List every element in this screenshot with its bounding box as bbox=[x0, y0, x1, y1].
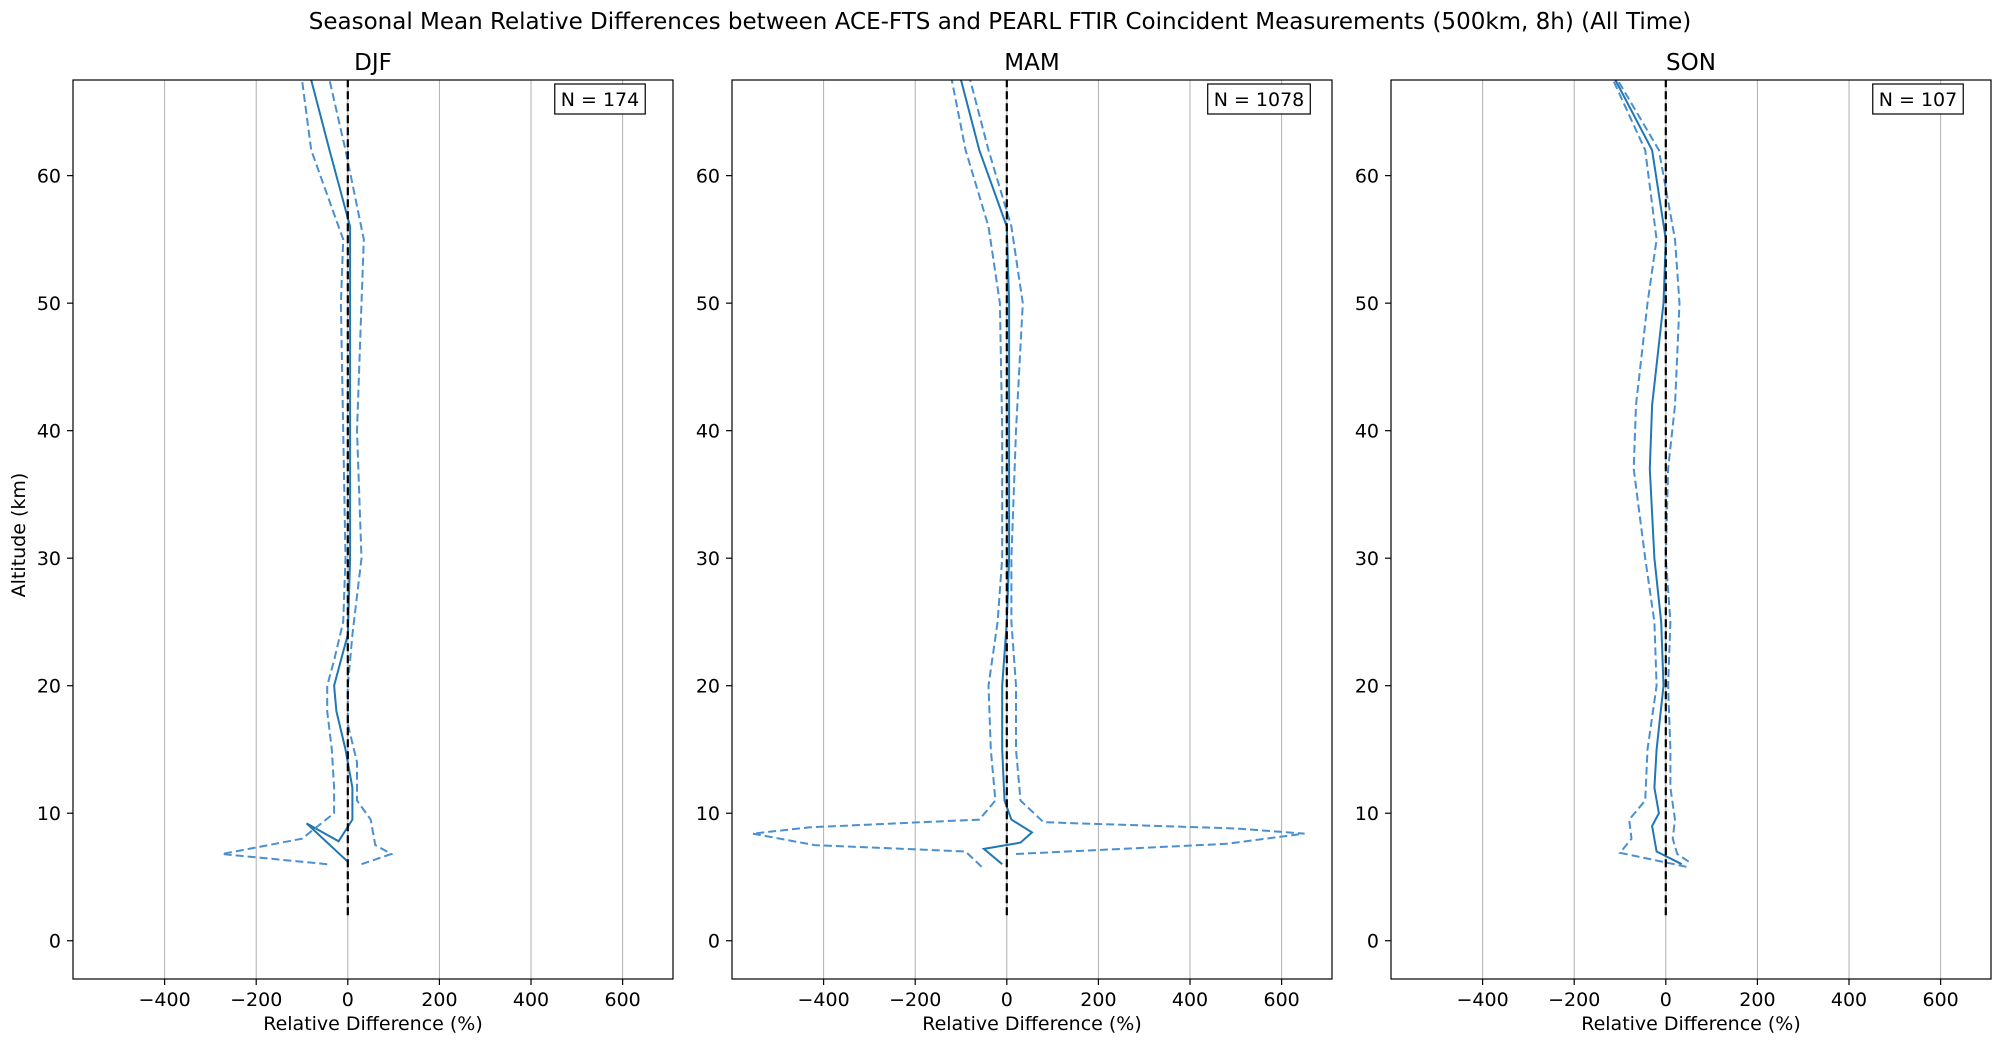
sample-count-frame bbox=[554, 83, 646, 115]
figure-title: Seasonal Mean Relative Differences betwe… bbox=[309, 9, 1691, 35]
series-line-lower bbox=[221, 79, 347, 866]
y-tick-label: 50 bbox=[696, 293, 720, 315]
x-tick-label: −400 bbox=[139, 989, 191, 1011]
x-tick-label: 200 bbox=[1080, 989, 1116, 1011]
series-line-upper bbox=[328, 79, 394, 866]
panel-title: DJF bbox=[354, 50, 392, 76]
y-tick-label: 20 bbox=[1355, 676, 1379, 698]
series-line-upper bbox=[1616, 79, 1690, 863]
y-tick-label: 20 bbox=[37, 676, 61, 698]
y-tick-label: 0 bbox=[708, 931, 720, 953]
y-tick-label: 60 bbox=[696, 166, 720, 188]
panel-title: MAM bbox=[1004, 50, 1059, 76]
sample-count-frame bbox=[1207, 83, 1311, 115]
x-tick-label: −400 bbox=[1457, 989, 1509, 1011]
y-tick-label: 10 bbox=[37, 803, 61, 825]
y-tick-label: 30 bbox=[696, 548, 720, 570]
x-tick-label: 400 bbox=[513, 989, 549, 1011]
y-tick-label: 0 bbox=[1367, 931, 1379, 953]
y-tick-label: 50 bbox=[37, 293, 61, 315]
panel-djf: −400 −200 0 200 400 600 0 10 20 30 40 50 60 DJF Relati… bbox=[37, 50, 674, 1035]
series-line-mean bbox=[960, 79, 1034, 865]
sample-count-label: N = 107 bbox=[1879, 89, 1957, 111]
y-tick-label: 60 bbox=[1355, 166, 1379, 188]
y-tick-label: 60 bbox=[37, 166, 61, 188]
y-tick-label: 20 bbox=[696, 676, 720, 698]
y-tick-label: 40 bbox=[37, 421, 61, 443]
x-axis-label: Relative Difference (%) bbox=[1581, 1013, 1801, 1035]
x-axis-label: Relative Difference (%) bbox=[263, 1013, 483, 1035]
y-tick-label: 40 bbox=[1355, 421, 1379, 443]
y-tick-label: 30 bbox=[1355, 548, 1379, 570]
x-tick-label: −200 bbox=[1548, 989, 1600, 1011]
x-tick-label: 600 bbox=[1922, 989, 1958, 1011]
x-tick-label: 200 bbox=[421, 989, 457, 1011]
x-tick-label: 400 bbox=[1831, 989, 1867, 1011]
sample-count-label: N = 1078 bbox=[1214, 89, 1305, 111]
axes-frame bbox=[72, 79, 674, 980]
sample-count-box: N = 174 bbox=[554, 83, 646, 115]
x-tick-label: 0 bbox=[1001, 989, 1013, 1011]
x-tick-label: 400 bbox=[1172, 989, 1208, 1011]
series-line-upper bbox=[969, 79, 1305, 855]
x-tick-label: 0 bbox=[342, 989, 354, 1011]
x-tick-label: −200 bbox=[889, 989, 941, 1011]
series-line-lower bbox=[752, 79, 1004, 868]
series-line-lower bbox=[1612, 79, 1687, 868]
panel-son: −400 −200 0 200 400 600 0 10 20 30 40 50 60 SON Relati… bbox=[1355, 50, 1992, 1035]
y-tick-label: 0 bbox=[49, 931, 61, 953]
x-tick-label: 600 bbox=[1263, 989, 1299, 1011]
y-axis-label: Altitude (km) bbox=[8, 473, 30, 598]
y-tick-label: 40 bbox=[696, 421, 720, 443]
sample-count-frame bbox=[1872, 83, 1964, 115]
y-tick-label: 30 bbox=[37, 548, 61, 570]
axes-frame bbox=[1390, 79, 1992, 980]
sample-count-label: N = 174 bbox=[561, 89, 639, 111]
sample-count-box: N = 107 bbox=[1872, 83, 1964, 115]
x-tick-label: −200 bbox=[230, 989, 282, 1011]
panel-title: SON bbox=[1666, 50, 1716, 76]
panel-mam: −400 −200 0 200 400 600 0 10 20 30 40 50 60 MAM Relati… bbox=[696, 50, 1333, 1035]
sample-count-box: N = 1078 bbox=[1207, 83, 1311, 115]
y-tick-label: 10 bbox=[696, 803, 720, 825]
y-tick-label: 10 bbox=[1355, 803, 1379, 825]
x-tick-label: 0 bbox=[1660, 989, 1672, 1011]
axes-frame bbox=[731, 79, 1333, 980]
x-tick-label: 200 bbox=[1739, 989, 1775, 1011]
y-tick-label: 50 bbox=[1355, 293, 1379, 315]
x-axis-label: Relative Difference (%) bbox=[922, 1013, 1142, 1035]
x-tick-label: 600 bbox=[604, 989, 640, 1011]
x-tick-label: −400 bbox=[798, 989, 850, 1011]
series-line-mean bbox=[305, 79, 354, 863]
